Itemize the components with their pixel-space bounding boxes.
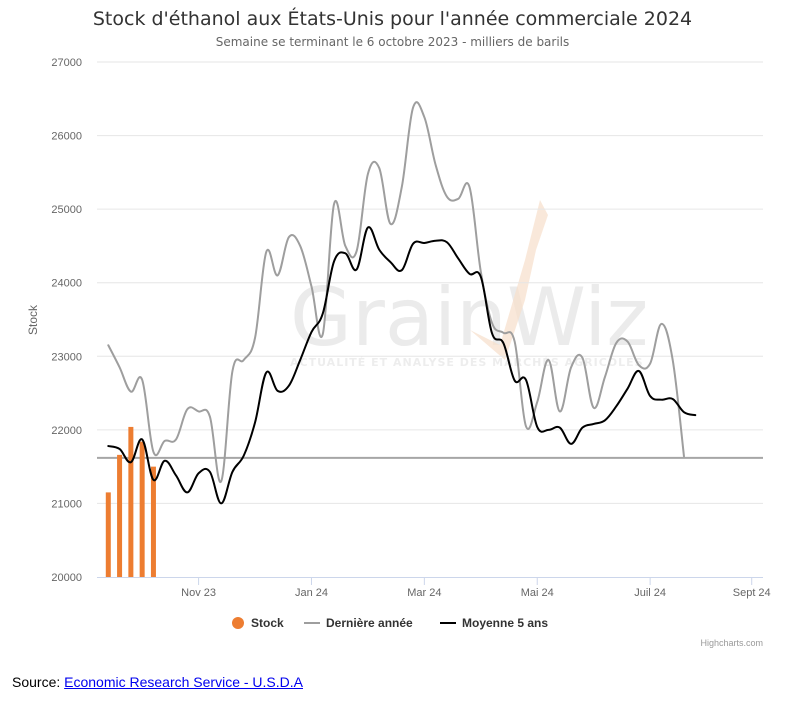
stock-bar[interactable]	[150, 466, 156, 577]
source-prefix: Source:	[12, 674, 65, 690]
x-tick-label: Mai 24	[521, 587, 554, 599]
chart-subtitle: Semaine se terminant le 6 octobre 2023 -…	[216, 35, 570, 49]
legend-item-five-year-average[interactable]: Moyenne 5 ans	[440, 616, 548, 630]
x-tick-label: Juil 24	[634, 587, 666, 599]
source-link[interactable]: Economic Research Service - U.S.D.A	[64, 674, 303, 690]
stock-bar[interactable]	[139, 441, 145, 577]
chart-container: GrainWiz ACTUALITÉ ET ANALYSE DES MARCHÉ…	[26, 7, 771, 648]
legend: Stock Dernière année Moyenne 5 ans	[232, 616, 548, 630]
y-tick-label: 23000	[51, 351, 82, 363]
y-tick-label: 27000	[51, 57, 82, 69]
y-tick-label: 22000	[51, 425, 82, 437]
y-axis-title: Stock	[26, 304, 40, 335]
watermark-tagline: ACTUALITÉ ET ANALYSE DES MARCHÉS AGRICOL…	[290, 356, 644, 369]
x-tick-label: Nov 23	[181, 587, 216, 599]
y-tick-label: 21000	[51, 498, 82, 510]
source-line: Source: Economic Research Service - U.S.…	[12, 674, 303, 690]
y-tick-label: 24000	[51, 278, 82, 290]
legend-label-last-year: Dernière année	[326, 616, 413, 630]
legend-item-last-year[interactable]: Dernière année	[304, 616, 413, 630]
y-tick-label: 20000	[51, 572, 82, 584]
watermark-flame-icon	[470, 200, 548, 360]
stock-bar[interactable]	[117, 454, 123, 577]
watermark-text: GrainWiz	[290, 271, 648, 364]
series-line-last-year[interactable]	[107, 101, 685, 483]
chart-svg: GrainWiz ACTUALITÉ ET ANALYSE DES MARCHÉ…	[26, 7, 771, 648]
legend-label-five-year-average: Moyenne 5 ans	[462, 616, 548, 630]
series-stock-columns	[105, 426, 156, 577]
x-tick-label: Mar 24	[407, 587, 441, 599]
legend-label-stock: Stock	[251, 616, 284, 630]
credits[interactable]: Highcharts.com	[700, 638, 763, 648]
stock-bar[interactable]	[128, 426, 134, 577]
x-tick-label: Jan 24	[295, 587, 328, 599]
watermark-logo: GrainWiz ACTUALITÉ ET ANALYSE DES MARCHÉ…	[290, 200, 648, 369]
stock-bar[interactable]	[105, 492, 111, 577]
circle-marker-icon	[232, 617, 244, 629]
series-group	[105, 101, 697, 577]
y-axis-labels: 20000 21000 22000 23000 24000 25000 26000 27000	[51, 57, 82, 584]
x-tick-label: Sept 24	[733, 587, 771, 599]
legend-item-stock[interactable]: Stock	[232, 616, 284, 630]
chart-title: Stock d'éthanol aux États-Unis pour l'an…	[93, 7, 692, 30]
x-axis: Nov 23 Jan 24 Mar 24 Mai 24 Juil 24 Sept 24	[97, 577, 771, 599]
series-line-five-year-average[interactable]	[107, 226, 697, 505]
y-tick-label: 25000	[51, 204, 82, 216]
y-tick-label: 26000	[51, 131, 82, 143]
